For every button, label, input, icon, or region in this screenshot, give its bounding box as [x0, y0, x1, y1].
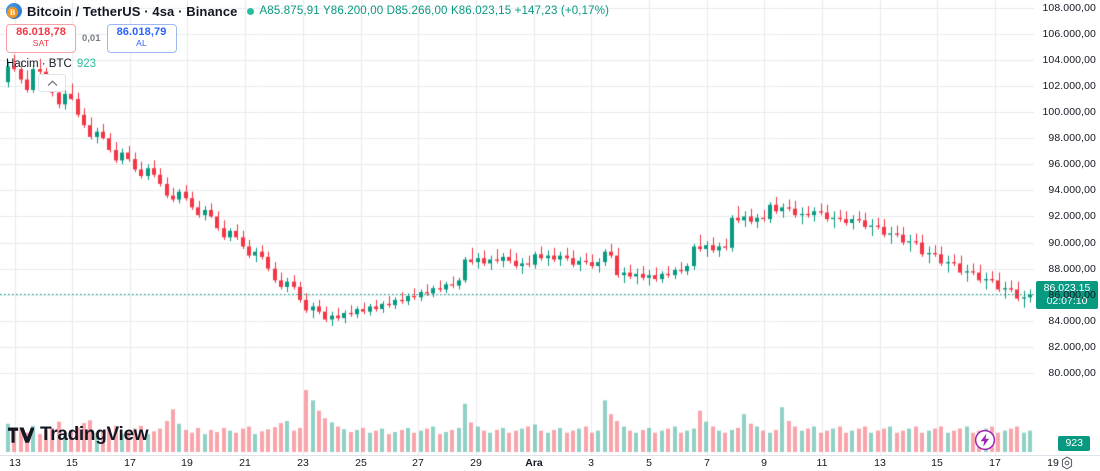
current-price-tag: 86.023,15 02:07:10	[1036, 281, 1098, 310]
time-tick: Ara	[525, 457, 543, 469]
time-tick: 29	[470, 457, 482, 469]
price-tick: 100.000,00	[1042, 106, 1096, 119]
current-price-value: 86.023,15	[1043, 282, 1091, 295]
chart-legend[interactable]: B Bitcoin / TetherUS · 4sa · Binance A85…	[6, 3, 609, 19]
price-tick: 88.000,00	[1048, 262, 1096, 275]
time-tick: 13	[874, 457, 886, 469]
time-tick: 21	[239, 457, 251, 469]
price-tick: 104.000,00	[1042, 53, 1096, 66]
price-axis[interactable]: 86.023,15 02:07:10 923 108.000,00 106.000…	[1034, 0, 1100, 455]
time-tick: 5	[646, 457, 652, 469]
price-tick: 90.000,00	[1048, 236, 1096, 249]
time-tick: 15	[931, 457, 943, 469]
price-tick: 86.000,00	[1048, 288, 1096, 301]
time-tick: 13	[9, 457, 21, 469]
price-tick: 80.000,00	[1048, 366, 1096, 379]
time-tick: 7	[704, 457, 710, 469]
sell-label: SAT	[32, 38, 50, 48]
time-tick: 3	[588, 457, 594, 469]
price-tick: 98.000,00	[1048, 132, 1096, 145]
status-dot-icon	[247, 7, 255, 15]
price-tick: 94.000,00	[1048, 184, 1096, 197]
price-tick: 102.000,00	[1042, 80, 1096, 93]
price-tick: 84.000,00	[1048, 314, 1096, 327]
sell-price: 86.018,78	[16, 26, 66, 38]
tradingview-watermark: TradingView	[8, 424, 149, 446]
tradingview-logo-icon	[8, 427, 34, 443]
time-axis-separator	[0, 455, 1100, 456]
price-tick: 92.000,00	[1048, 210, 1096, 223]
buy-button[interactable]: 86.018,79 AL	[106, 24, 177, 53]
lightning-bolt-icon[interactable]	[974, 429, 996, 451]
ohlc-values: A85.875,91 Y86.200,00 D85.266,00 K86.023…	[259, 5, 610, 17]
watermark-text: TradingView	[40, 424, 149, 445]
chart-plot-area[interactable]	[0, 0, 1034, 455]
time-tick: 11	[816, 457, 828, 469]
time-tick: 9	[761, 457, 767, 469]
price-tick: 108.000,00	[1042, 1, 1096, 14]
buy-label: AL	[136, 38, 147, 48]
time-tick: 15	[66, 457, 78, 469]
volume-legend-value: 923	[76, 58, 96, 70]
sell-button[interactable]: 86.018,78 SAT	[6, 24, 76, 53]
clock-settings-icon[interactable]	[1060, 456, 1074, 470]
chevron-up-icon	[47, 79, 57, 86]
buy-price: 86.018,79	[116, 26, 167, 38]
time-axis[interactable]: 13 15 17 19 21 23 25 27 29 Ara 3 5 7 9 11 13 15 17 19	[0, 455, 1100, 471]
time-tick: 27	[412, 457, 424, 469]
time-tick: 19	[181, 457, 193, 469]
symbol-title[interactable]: Bitcoin / TetherUS · 4sa · Binance	[27, 3, 238, 19]
collapse-pane-button[interactable]	[38, 74, 66, 92]
candle-countdown: 02:07:10	[1046, 294, 1088, 307]
bitcoin-icon: B	[6, 3, 22, 19]
volume-legend-title: Hacim · BTC	[6, 58, 72, 70]
price-tick: 106.000,00	[1042, 27, 1096, 40]
time-tick: 17	[989, 457, 1001, 469]
price-tick: 82.000,00	[1048, 340, 1096, 353]
time-tick: 17	[124, 457, 136, 469]
bid-ask-widget[interactable]: 86.018,78 SAT 0,01 86.018,79 AL	[6, 24, 177, 53]
spread-value: 0,01	[82, 33, 101, 44]
volume-legend[interactable]: Hacim · BTC 923	[6, 58, 96, 70]
time-tick: 19	[1047, 457, 1059, 469]
time-tick: 23	[297, 457, 309, 469]
price-tick: 96.000,00	[1048, 158, 1096, 171]
time-tick: 25	[355, 457, 367, 469]
candlestick-series[interactable]	[0, 0, 1034, 455]
volume-value-tag: 923	[1058, 436, 1090, 451]
